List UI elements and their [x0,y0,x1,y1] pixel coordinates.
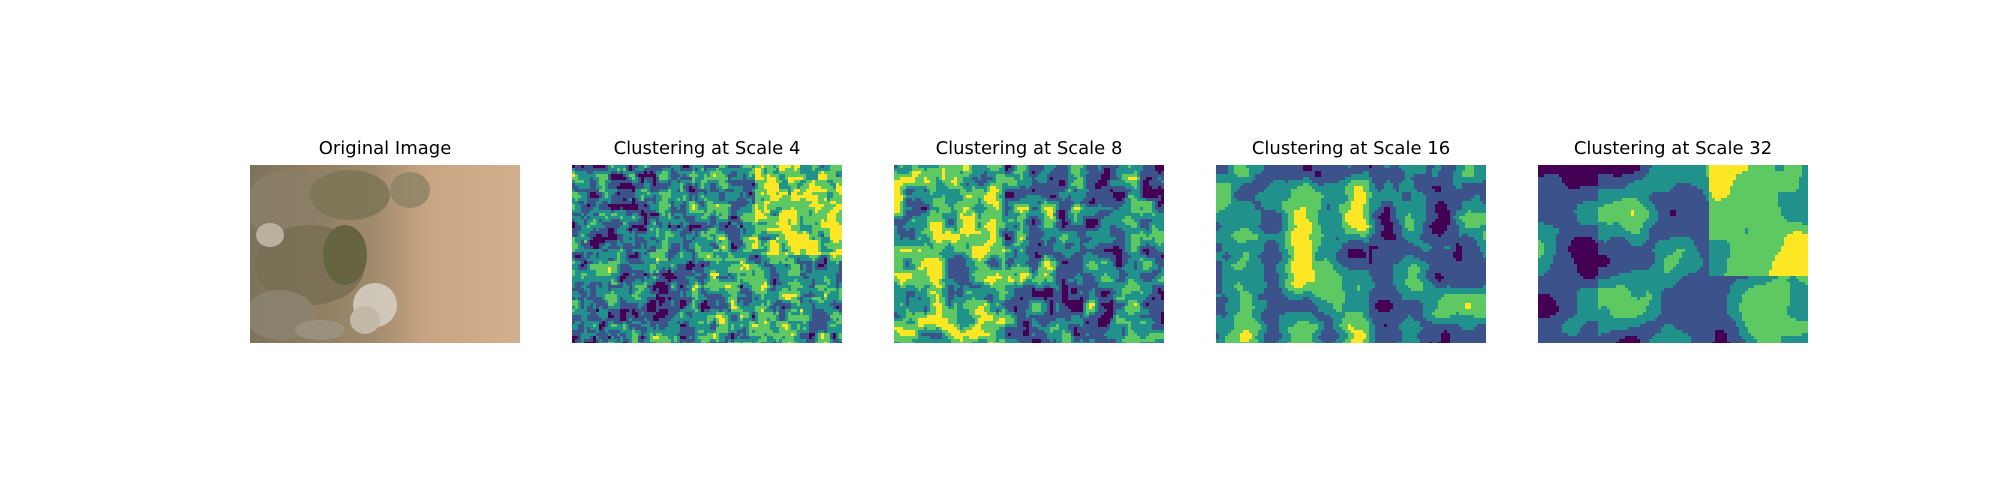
panel-scale-8: Clustering at Scale 8 [894,138,1164,343]
panel-title: Clustering at Scale 4 [613,138,801,159]
cluster-map-graphic [1538,165,1808,343]
panel-original-image: Original Image [250,138,520,343]
original-image [250,165,520,343]
cluster-map-scale-16 [1216,165,1486,343]
panel-scale-16: Clustering at Scale 16 [1216,138,1486,343]
cluster-map-graphic [894,165,1164,343]
cluster-map-graphic [1216,165,1486,343]
panel-scale-4: Clustering at Scale 4 [572,138,842,343]
panel-scale-32: Clustering at Scale 32 [1538,138,1808,343]
original-photo-graphic [250,165,520,343]
panel-title: Clustering at Scale 16 [1251,138,1451,159]
cluster-map-scale-8 [894,165,1164,343]
panel-title: Clustering at Scale 32 [1573,138,1773,159]
cluster-map-scale-4 [572,165,842,343]
panel-title: Original Image [318,138,452,159]
panel-title: Clustering at Scale 8 [935,138,1123,159]
cluster-map-scale-32 [1538,165,1808,343]
cluster-map-graphic [572,165,842,343]
